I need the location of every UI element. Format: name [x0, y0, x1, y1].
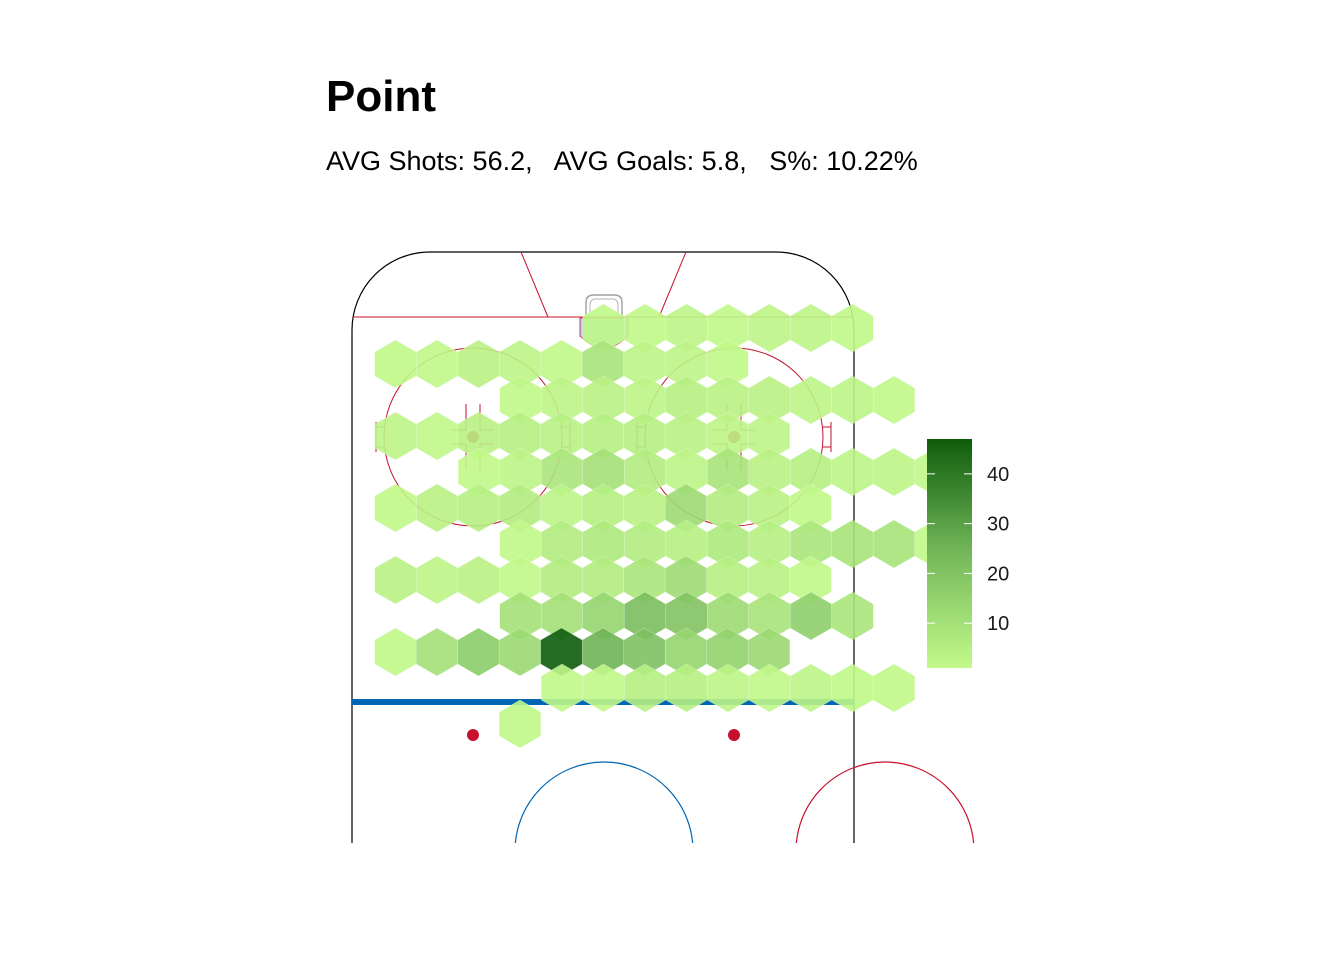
- chart-subtitle: AVG Shots: 56.2, AVG Goals: 5.8, S%: 10.…: [326, 146, 918, 176]
- hexbin: [415, 411, 459, 461]
- neutral-zone-dot-left: [467, 729, 479, 741]
- hexbin: [457, 483, 500, 533]
- hexbin: [789, 591, 833, 641]
- hexbin: [789, 303, 833, 353]
- hexbin: [457, 627, 500, 677]
- legend-tick-label: 40: [987, 464, 1009, 486]
- hexbin: [748, 303, 791, 353]
- legend-colorbar: [927, 439, 972, 668]
- hexbin-layer: [374, 303, 957, 749]
- net-inner: [589, 298, 619, 317]
- hexbin: [498, 699, 542, 749]
- hexbin: [374, 627, 417, 677]
- hexbin: [374, 483, 417, 533]
- hexbin: [415, 627, 459, 677]
- hexbin: [374, 339, 417, 389]
- hexbin: [374, 411, 417, 461]
- hexbin: [831, 375, 874, 425]
- hexbin: [831, 519, 874, 569]
- hexbin: [831, 303, 874, 353]
- hexbin: [872, 375, 916, 425]
- net: [585, 294, 623, 317]
- neutral-faceoff-circle-right: [795, 761, 975, 843]
- hexbin: [415, 339, 459, 389]
- hexbin: [872, 447, 916, 497]
- hexbin: [831, 447, 874, 497]
- rink-boards: [351, 251, 855, 843]
- hexbin: [374, 555, 417, 605]
- hexbin: [415, 483, 459, 533]
- hexbin: [457, 339, 500, 389]
- chart-title: Point: [326, 72, 436, 121]
- color-legend: 10 20 30 40: [927, 439, 1009, 668]
- hexbin: [457, 555, 500, 605]
- hexbin: [872, 663, 916, 713]
- hexbin: [415, 555, 459, 605]
- hexbin: [789, 375, 833, 425]
- hexbin: [831, 591, 874, 641]
- neutral-zone-dot-right: [728, 729, 740, 741]
- hexbin: [872, 519, 916, 569]
- legend-tick-label: 30: [987, 514, 1009, 536]
- trapezoid-left: [520, 251, 549, 318]
- center-circle: [514, 761, 694, 843]
- hexbin: [498, 627, 542, 677]
- legend-tick-label: 20: [987, 563, 1009, 585]
- legend-tick-label: 10: [987, 613, 1009, 635]
- trapezoid-right: [658, 251, 687, 318]
